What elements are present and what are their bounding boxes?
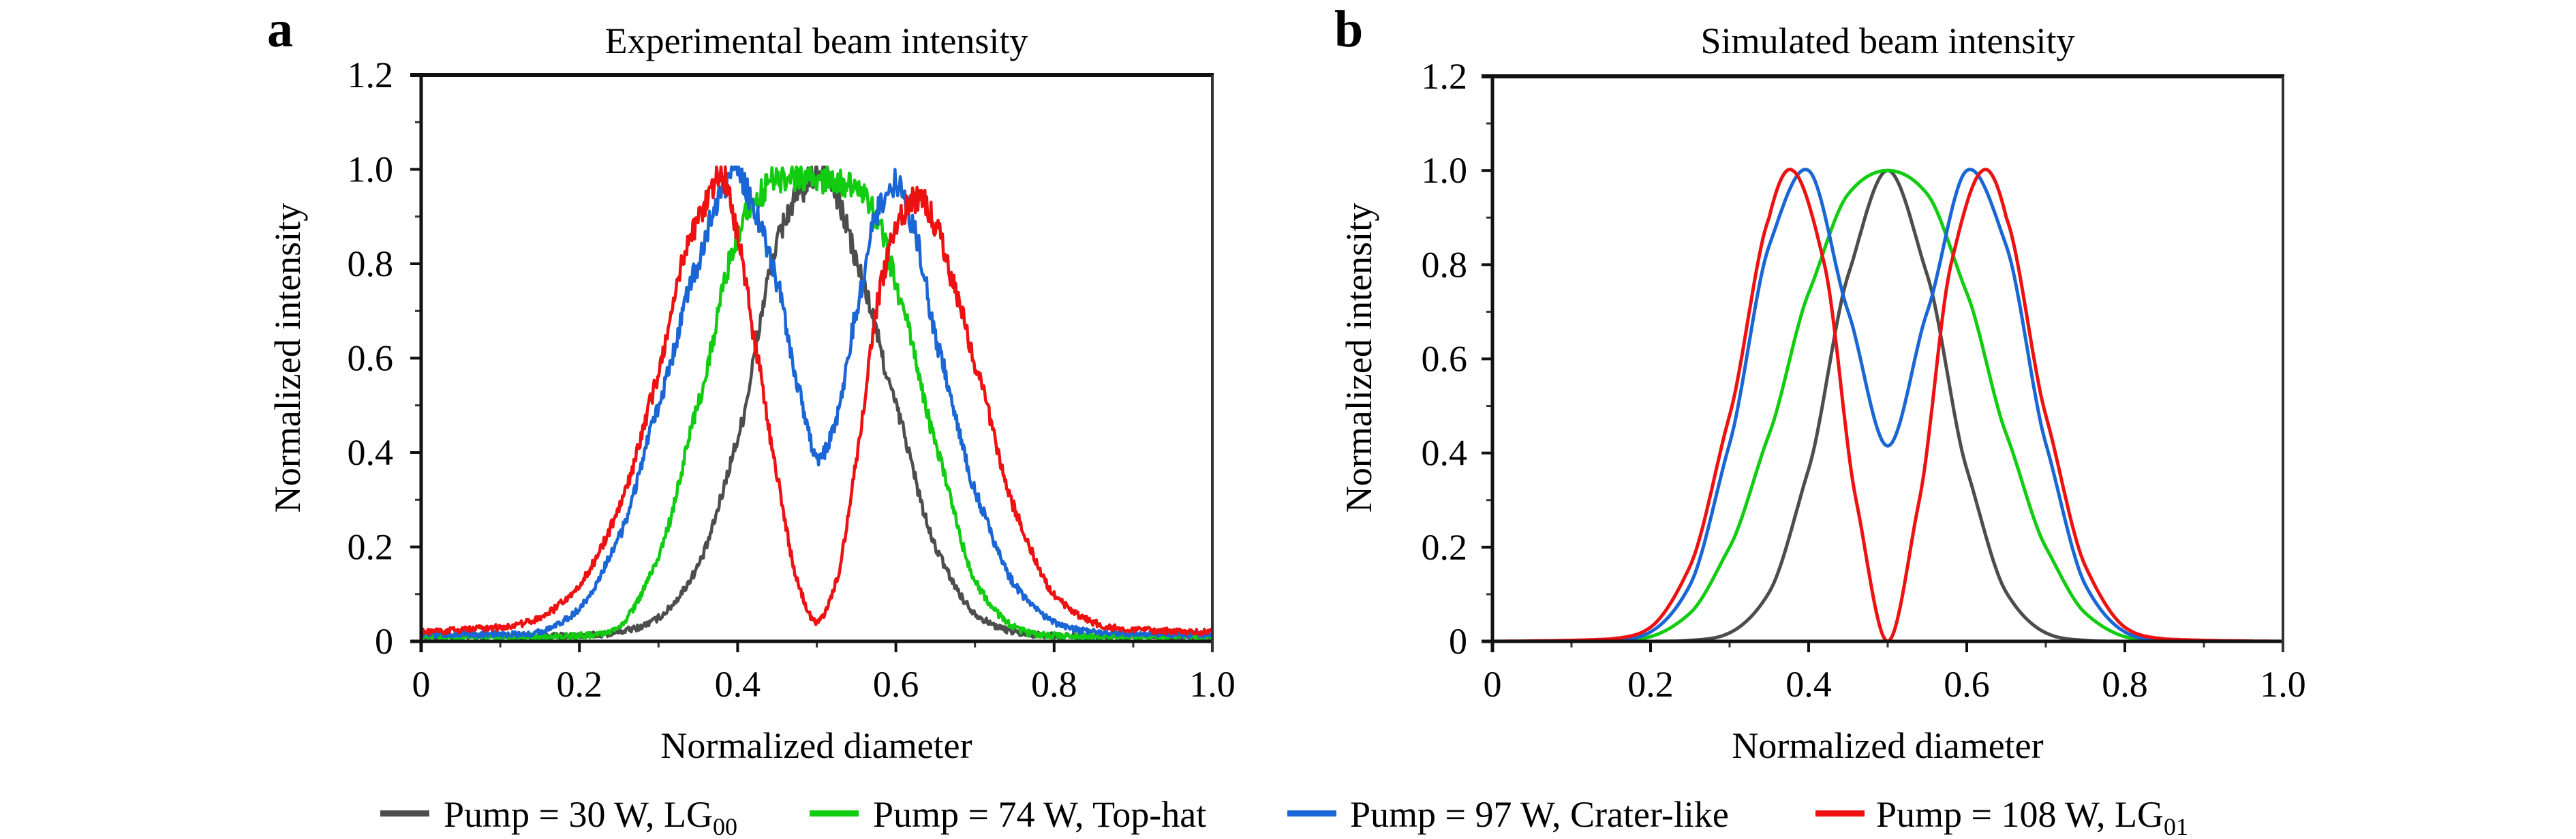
panel-a-title: Experimental beam intensity bbox=[605, 20, 1028, 61]
y-tick-label: 0 bbox=[375, 621, 393, 662]
legend-swatch bbox=[810, 810, 859, 817]
series-line bbox=[419, 165, 1214, 639]
y-tick-label: 1.0 bbox=[1422, 150, 1468, 191]
panel-label-a: a bbox=[267, 1, 293, 58]
x-tick-label: 1.0 bbox=[1189, 664, 1236, 705]
legend-item: Pump = 97 W, Crater-like bbox=[1287, 794, 1729, 835]
legend-swatch bbox=[380, 810, 429, 817]
y-tick-label: 1.2 bbox=[1422, 56, 1468, 97]
y-tick-label: 0.8 bbox=[348, 243, 394, 284]
series-line bbox=[1492, 168, 2284, 643]
panel-b-x-axis-label: Normalized diameter bbox=[1732, 725, 2043, 766]
panel-a: a Experimental beam intensity Normalized… bbox=[267, 1, 1236, 766]
series-line bbox=[1492, 168, 2284, 643]
x-tick-label: 0.2 bbox=[1627, 664, 1674, 705]
panel-a-frame bbox=[410, 73, 1214, 652]
legend-item: Pump = 108 W, LG01 bbox=[1815, 794, 2188, 839]
panel-b-ticks: 0 0.2 0.4 0.6 0.8 1.0 1.2 0 0.2 0.4 0.6 0.8 1.0 bbox=[1422, 56, 2306, 705]
x-tick-label: 0.2 bbox=[556, 664, 602, 705]
panel-b-title: Simulated beam intensity bbox=[1701, 20, 2075, 61]
x-tick-label: 0.6 bbox=[1944, 664, 1990, 705]
series-line bbox=[419, 165, 1214, 641]
x-tick-label: 1.0 bbox=[2260, 664, 2306, 705]
x-tick-label: 0 bbox=[412, 664, 431, 705]
y-tick-label: 1.0 bbox=[348, 149, 394, 190]
panel-label-b: b bbox=[1334, 1, 1363, 58]
legend-item: Pump = 30 W, LG00 bbox=[380, 794, 737, 839]
y-tick-label: 0.2 bbox=[348, 527, 394, 568]
panel-a-x-axis-label: Normalized diameter bbox=[660, 725, 972, 766]
x-tick-label: 0.6 bbox=[873, 664, 919, 705]
panel-b: b Simulated beam intensity Normalized di… bbox=[1334, 1, 2306, 766]
legend-label: Pump = 97 W, Crater-like bbox=[1350, 794, 1729, 835]
legend-item: Pump = 74 W, Top-hat bbox=[810, 794, 1206, 835]
y-tick-label: 0.8 bbox=[1422, 244, 1468, 285]
y-tick-label: 0.6 bbox=[1422, 339, 1468, 380]
legend-label: Pump = 30 W, LG00 bbox=[444, 794, 737, 839]
series-line bbox=[419, 165, 1214, 641]
y-tick-label: 0.4 bbox=[348, 432, 394, 473]
panel-a-ticks: 0 0.2 0.4 0.6 0.8 1.0 1.2 0 0.2 0.4 0.6 0.8 1.0 bbox=[348, 55, 1236, 705]
y-tick-label: 0.4 bbox=[1422, 433, 1468, 474]
legend-swatch bbox=[1287, 810, 1336, 817]
legend-label: Pump = 74 W, Top-hat bbox=[873, 794, 1206, 835]
legend: Pump = 30 W, LG00 Pump = 74 W, Top-hat P… bbox=[380, 794, 2188, 839]
y-tick-label: 1.2 bbox=[348, 55, 394, 95]
panel-b-curves bbox=[1492, 168, 2284, 643]
panel-b-y-axis-label: Normalized intensity bbox=[1338, 203, 1379, 513]
x-tick-label: 0 bbox=[1484, 664, 1502, 705]
panel-a-curves bbox=[419, 165, 1214, 641]
series-line bbox=[1492, 168, 2284, 643]
x-tick-label: 0.4 bbox=[1785, 664, 1832, 705]
panel-b-frame bbox=[1482, 74, 2284, 652]
series-line bbox=[1492, 168, 2284, 643]
series-line bbox=[420, 165, 1214, 637]
panel-a-y-axis-label: Normalized intensity bbox=[267, 203, 308, 513]
x-tick-label: 0.4 bbox=[715, 664, 761, 705]
x-tick-label: 0.8 bbox=[1031, 664, 1077, 705]
legend-swatch bbox=[1815, 810, 1865, 817]
y-tick-label: 0.6 bbox=[348, 338, 394, 379]
y-tick-label: 0.2 bbox=[1422, 527, 1468, 568]
y-tick-label: 0 bbox=[1449, 621, 1467, 662]
legend-label: Pump = 108 W, LG01 bbox=[1876, 794, 2188, 839]
x-tick-label: 0.8 bbox=[2102, 664, 2148, 705]
